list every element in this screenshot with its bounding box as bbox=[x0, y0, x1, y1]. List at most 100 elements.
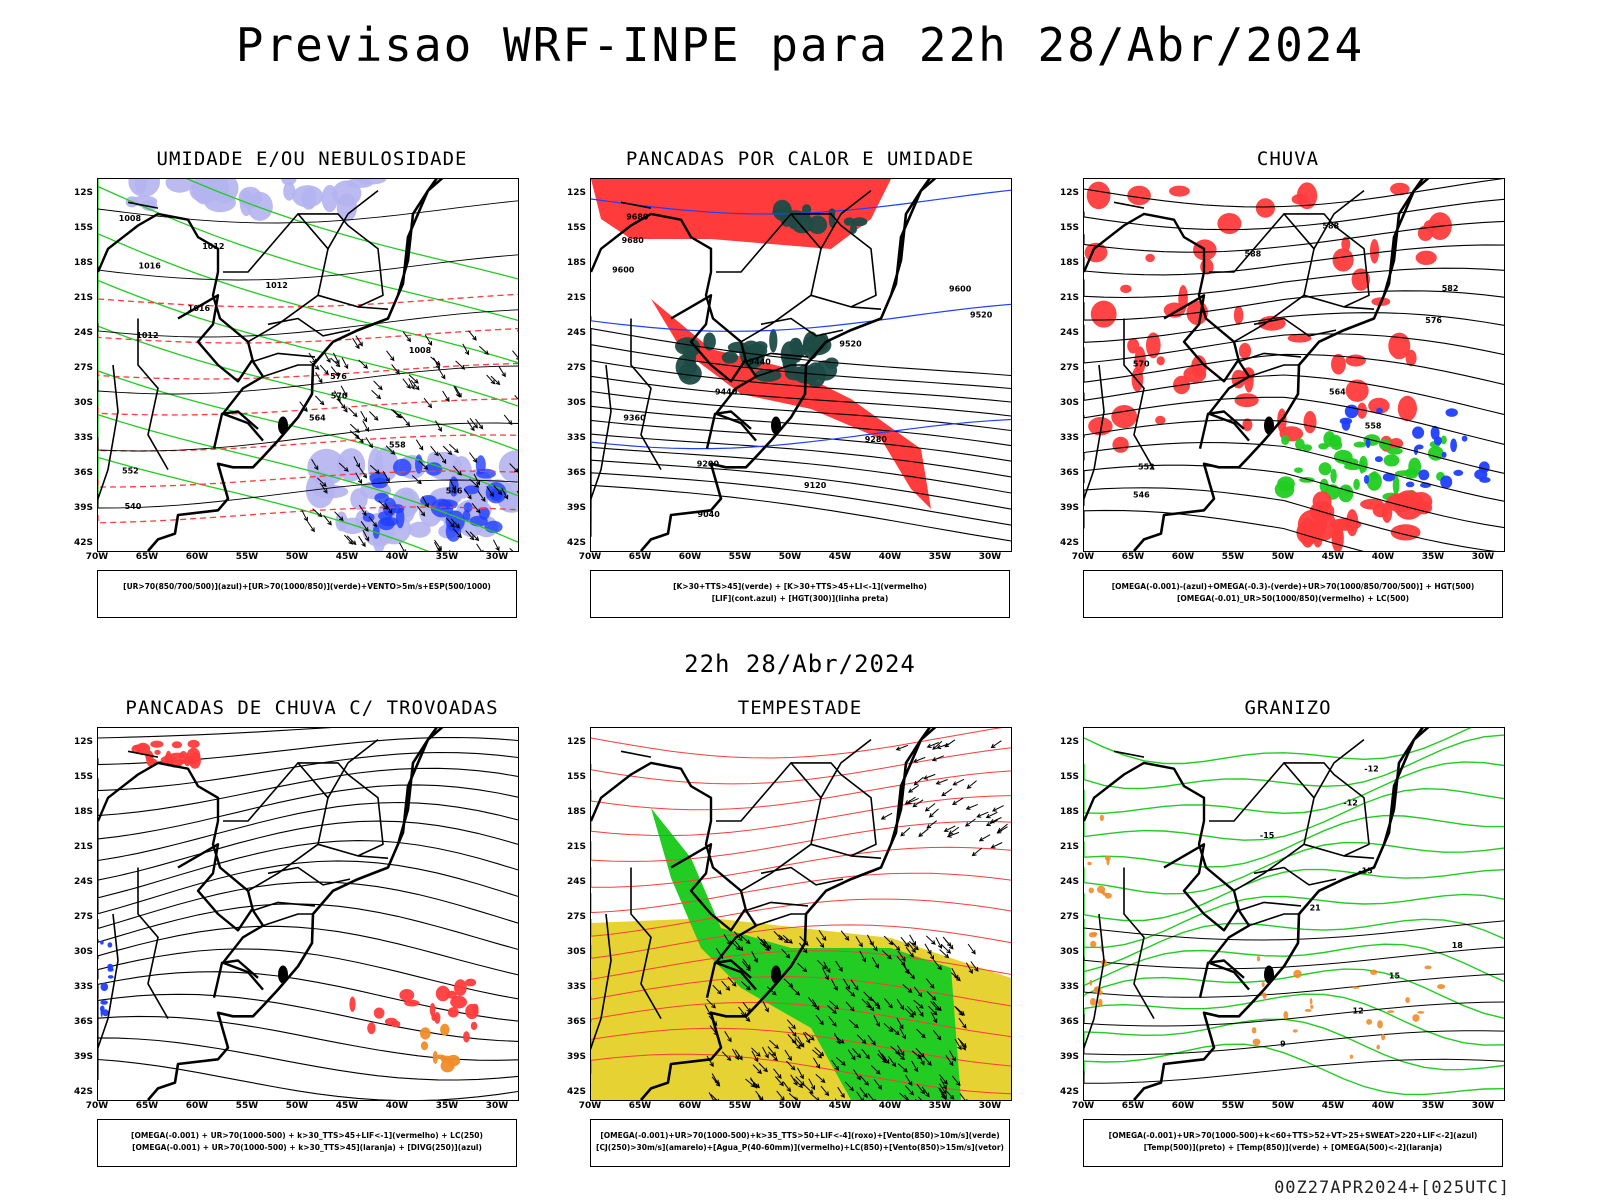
latitude-tick-label: 39S bbox=[566, 503, 586, 513]
latitude-tick-label: 36S bbox=[1059, 1017, 1079, 1027]
contour-label: 9280 bbox=[865, 435, 888, 444]
longitude-tick-label: 55W bbox=[235, 552, 259, 562]
latitude-tick-label: 21S bbox=[73, 293, 93, 303]
contour-label: 588 bbox=[1322, 222, 1339, 231]
longitude-tick-label: 60W bbox=[1171, 552, 1195, 562]
longitude-tick-label: 65W bbox=[628, 552, 652, 562]
contour-label: 1008 bbox=[119, 214, 142, 223]
contour-label: 15 bbox=[1389, 972, 1401, 981]
latitude-tick-label: 12S bbox=[73, 188, 93, 198]
longitude-tick-label: 55W bbox=[1221, 552, 1245, 562]
legend-line: [OMEGA(-0.01)_UR>50(1000/850)(vermelho) … bbox=[1176, 594, 1410, 603]
longitude-tick-label: 45W bbox=[828, 552, 852, 562]
legend-line: [Temp(500)](preto) + [Temp(850)](verde) … bbox=[1143, 1143, 1443, 1152]
panel-legend: [OMEGA(-0.001)+UR>70(1000-500)+k<60+TTS>… bbox=[1083, 1119, 1503, 1167]
legend-line: [OMEGA(-0.001) + UR>70(1000-500) + k>30_… bbox=[132, 1143, 482, 1152]
longitude-tick-label: 30W bbox=[1471, 552, 1495, 562]
latitude-tick-label: 33S bbox=[1059, 982, 1079, 992]
panel-legend: [K>30+TTS>45](verde) + [K>30+TTS>45+LI<-… bbox=[590, 570, 1010, 618]
latitude-tick-label: 42S bbox=[1059, 538, 1079, 548]
latitude-tick-label: 24S bbox=[73, 877, 93, 887]
legend-line: [UR>70(850/700/500)](azul)+[UR>70(1000/8… bbox=[123, 582, 491, 591]
panel-legend: [OMEGA(-0.001)+UR>70(1000-500)+k>35_TTS>… bbox=[590, 1119, 1010, 1167]
contour-label: -15 bbox=[1260, 831, 1275, 840]
longitude-tick-label: 40W bbox=[1371, 552, 1395, 562]
forecast-map: 1008 1012 1016 1012 1016 1012 1008 576 570 564 558… bbox=[97, 178, 519, 552]
longitude-tick-label: 55W bbox=[1221, 1101, 1245, 1111]
forecast-map: 588 588 582 576 570 564 558 552 546 bbox=[1083, 178, 1505, 552]
latitude-tick-label: 12S bbox=[1059, 188, 1079, 198]
contour-label: 9520 bbox=[970, 311, 993, 320]
contour-label: 9360 bbox=[623, 414, 646, 423]
legend-line: [OMEGA(-0.001)-(azul)+OMEGA(-0.3)-(verde… bbox=[1111, 582, 1475, 591]
longitude-tick-label: 55W bbox=[728, 552, 752, 562]
longitude-tick-label: 40W bbox=[385, 1101, 409, 1111]
contour-label: 9440 bbox=[715, 387, 738, 396]
latitude-tick-label: 21S bbox=[1059, 293, 1079, 303]
longitude-tick-label: 65W bbox=[628, 1101, 652, 1111]
longitude-tick-label: 35W bbox=[1421, 552, 1445, 562]
latitude-tick-label: 18S bbox=[566, 258, 586, 268]
longitude-tick-label: 50W bbox=[778, 552, 802, 562]
longitude-tick-label: 30W bbox=[485, 552, 509, 562]
latitude-tick-label: 12S bbox=[73, 737, 93, 747]
latitude-tick-label: 39S bbox=[566, 1052, 586, 1062]
latitude-tick-label: 21S bbox=[566, 293, 586, 303]
longitude-tick-label: 60W bbox=[185, 1101, 209, 1111]
longitude-tick-label: 45W bbox=[1321, 552, 1345, 562]
contour-label: 576 bbox=[1425, 316, 1442, 325]
longitude-tick-label: 45W bbox=[335, 552, 359, 562]
legend-line: [K>30+TTS>45](verde) + [K>30+TTS>45+LI<-… bbox=[673, 582, 927, 591]
longitude-tick-label: 50W bbox=[1271, 1101, 1295, 1111]
contour-label: -12 bbox=[1343, 799, 1357, 808]
latitude-tick-label: 39S bbox=[73, 1052, 93, 1062]
contour-label: 9600 bbox=[612, 266, 635, 275]
longitude-tick-label: 30W bbox=[978, 552, 1002, 562]
longitude-tick-label: 45W bbox=[1321, 1101, 1345, 1111]
latitude-tick-label: 42S bbox=[566, 1087, 586, 1097]
contour-label: 540 bbox=[125, 502, 142, 511]
panel-title: CHUVA bbox=[1256, 148, 1320, 170]
latitude-tick-label: 21S bbox=[1059, 842, 1079, 852]
longitude-tick-label: 30W bbox=[1471, 1101, 1495, 1111]
latitude-tick-label: 21S bbox=[566, 842, 586, 852]
legend-line: [OMEGA(-0.001)+UR>70(1000-500)+k<60+TTS>… bbox=[1108, 1131, 1478, 1140]
contour-label: 9 bbox=[1280, 1040, 1286, 1049]
contour-label: 9040 bbox=[698, 510, 721, 519]
latitude-tick-label: 36S bbox=[566, 1017, 586, 1027]
latitude-tick-label: 36S bbox=[73, 468, 93, 478]
longitude-tick-label: 40W bbox=[878, 1101, 902, 1111]
latitude-tick-label: 27S bbox=[73, 912, 93, 922]
latitude-tick-label: 33S bbox=[73, 982, 93, 992]
legend-line: [OMEGA(-0.001) + UR>70(1000-500) + k>30_… bbox=[131, 1131, 483, 1140]
panel-title: TEMPESTADE bbox=[737, 697, 863, 719]
latitude-tick-label: 36S bbox=[73, 1017, 93, 1027]
panel-title: PANCADAS POR CALOR E UMIDADE bbox=[625, 148, 975, 170]
contour-label: 552 bbox=[1138, 462, 1155, 471]
forecast-map: -12 -12 -15 -15 21 18 15 12 9 bbox=[1083, 727, 1505, 1101]
longitude-tick-label: 70W bbox=[578, 552, 602, 562]
longitude-tick-label: 65W bbox=[135, 1101, 159, 1111]
panel-legend: [UR>70(850/700/500)](azul)+[UR>70(1000/8… bbox=[97, 570, 517, 618]
legend-line: [CJ(250)>30m/s](amarelo)+[Agua_P(40-60mm… bbox=[596, 1143, 1004, 1152]
contour-label: 9440 bbox=[749, 358, 772, 367]
latitude-tick-label: 33S bbox=[566, 433, 586, 443]
contour-label: 21 bbox=[1310, 904, 1322, 913]
latitude-tick-label: 15S bbox=[73, 223, 93, 233]
longitude-tick-label: 70W bbox=[578, 1101, 602, 1111]
contour-label: 9600 bbox=[949, 285, 972, 294]
contour-label: 558 bbox=[1365, 422, 1382, 431]
latitude-tick-label: 12S bbox=[566, 737, 586, 747]
contour-label: 588 bbox=[1245, 249, 1262, 258]
latitude-tick-label: 33S bbox=[566, 982, 586, 992]
contour-label: 1012 bbox=[136, 331, 158, 340]
longitude-tick-label: 60W bbox=[185, 552, 209, 562]
contour-label: 18 bbox=[1452, 941, 1464, 950]
longitude-tick-label: 30W bbox=[485, 1101, 509, 1111]
latitude-tick-label: 39S bbox=[73, 503, 93, 513]
latitude-tick-label: 36S bbox=[1059, 468, 1079, 478]
longitude-tick-label: 40W bbox=[878, 552, 902, 562]
longitude-tick-label: 60W bbox=[678, 1101, 702, 1111]
longitude-tick-label: 45W bbox=[335, 1101, 359, 1111]
longitude-tick-label: 70W bbox=[85, 1101, 109, 1111]
